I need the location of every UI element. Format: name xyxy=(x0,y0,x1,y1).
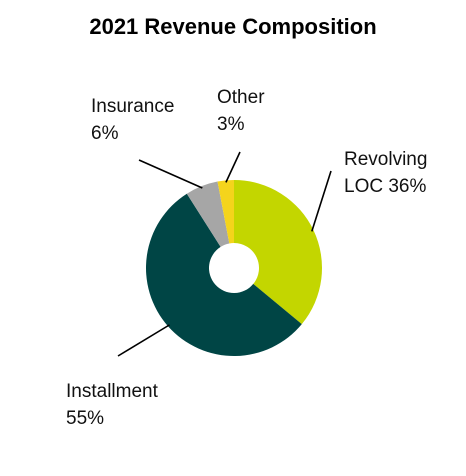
label-insurance-line2: 6% xyxy=(91,123,119,144)
leaders-group xyxy=(117,151,332,357)
label-other-line2: 3% xyxy=(217,114,245,135)
label-revolving-line1: Revolving xyxy=(344,149,427,170)
slice-other xyxy=(217,180,234,244)
label-installment-line1: Installment xyxy=(66,381,159,402)
leader-other xyxy=(225,151,241,183)
leader-revolving-loc xyxy=(311,170,332,232)
slices-group xyxy=(146,180,323,356)
slice-revolving-loc xyxy=(234,180,323,325)
label-insurance-line1: Insurance xyxy=(91,96,174,117)
label-revolving-line2: LOC 36% xyxy=(344,176,426,197)
slice-installment xyxy=(146,193,302,356)
label-installment-line2: 55% xyxy=(66,408,104,429)
leader-installment xyxy=(117,324,170,357)
chart-title: 2021 Revenue Composition xyxy=(89,14,377,39)
slice-insurance xyxy=(186,181,230,247)
label-other-line1: Other xyxy=(217,87,265,108)
leader-insurance xyxy=(138,159,203,189)
